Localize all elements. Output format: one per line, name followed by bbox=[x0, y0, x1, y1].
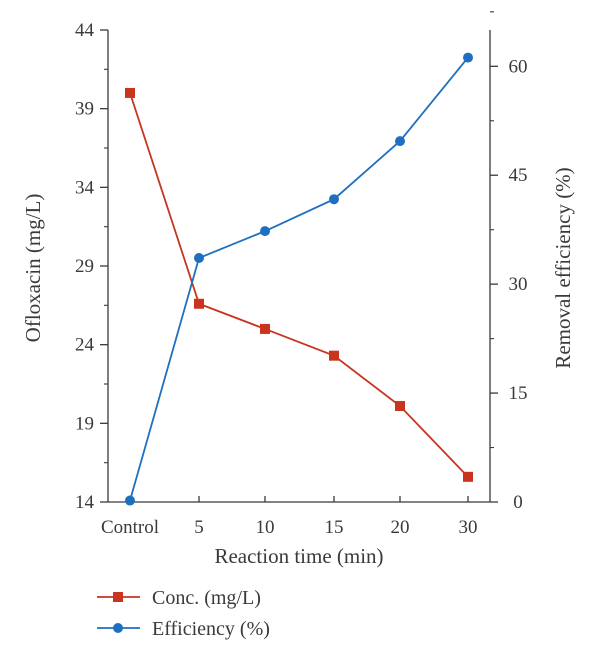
right-y-tick-label: 45 bbox=[509, 165, 528, 186]
series-line bbox=[129, 57, 469, 501]
left-y-tick-label: 14 bbox=[75, 492, 95, 513]
legend-label-efficiency: Efficiency (%) bbox=[152, 618, 270, 640]
left-y-tick-label: 44 bbox=[75, 20, 95, 41]
data-point-circle bbox=[395, 136, 405, 147]
left-y-axis-ticks: 14 19 24 29 34 39 44 bbox=[75, 20, 108, 513]
data-point-circle bbox=[260, 226, 270, 237]
right-y-axis-ticks: 0 15 30 45 60 bbox=[490, 11, 528, 513]
right-y-tick-label: 60 bbox=[509, 56, 528, 77]
data-point-square bbox=[463, 471, 473, 482]
right-y-tick-label: 15 bbox=[509, 383, 528, 404]
data-point-circle bbox=[194, 253, 204, 264]
right-y-tick-label: 0 bbox=[513, 492, 523, 513]
left-y-tick-label: 34 bbox=[75, 177, 95, 198]
legend-item-efficiency: Efficiency (%) bbox=[97, 618, 270, 640]
right-y-tick-label: 30 bbox=[509, 274, 528, 295]
x-tick-label: 30 bbox=[459, 517, 478, 538]
legend-item-conc: Conc. (mg/L) bbox=[97, 587, 261, 609]
right-y-axis-title: Removal efficiency (%) bbox=[551, 167, 575, 368]
left-y-tick-label: 24 bbox=[75, 335, 95, 356]
x-tick-label: 20 bbox=[391, 517, 410, 538]
legend-marker-conc bbox=[113, 592, 123, 602]
x-tick-label: 10 bbox=[256, 517, 275, 538]
left-y-tick-label: 19 bbox=[75, 413, 94, 434]
legend: Conc. (mg/L) Efficiency (%) bbox=[97, 587, 270, 640]
x-tick-label: Control bbox=[101, 517, 159, 538]
legend-marker-efficiency bbox=[113, 623, 123, 633]
data-point-square bbox=[194, 298, 204, 309]
data-point-square bbox=[329, 350, 339, 361]
x-axis-ticks: Control 5 10 15 20 30 bbox=[101, 496, 478, 538]
series-layer bbox=[125, 52, 473, 506]
data-point-square bbox=[125, 87, 135, 98]
series-conc bbox=[125, 87, 473, 482]
data-point-square bbox=[395, 401, 405, 412]
data-point-circle bbox=[329, 194, 339, 205]
x-tick-label: 5 bbox=[194, 517, 204, 538]
legend-label-conc: Conc. (mg/L) bbox=[152, 587, 261, 609]
x-tick-label: 15 bbox=[325, 517, 344, 538]
left-y-tick-label: 29 bbox=[75, 256, 94, 277]
data-point-circle bbox=[125, 495, 135, 506]
data-point-circle bbox=[463, 52, 473, 63]
x-axis-title: Reaction time (min) bbox=[214, 544, 383, 568]
data-point-square bbox=[260, 323, 270, 334]
left-y-axis-title: Ofloxacin (mg/L) bbox=[21, 194, 45, 343]
series-line bbox=[129, 92, 469, 478]
series-efficiency bbox=[125, 52, 473, 506]
left-y-tick-label: 39 bbox=[75, 99, 94, 120]
